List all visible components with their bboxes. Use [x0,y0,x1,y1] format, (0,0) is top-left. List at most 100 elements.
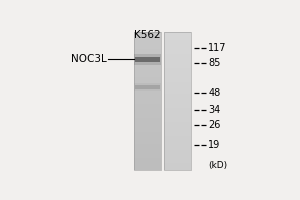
Bar [164,66,191,68]
Bar [134,143,161,144]
Bar [164,98,191,99]
Bar [164,84,191,85]
Bar [134,80,161,82]
Bar [134,111,161,113]
Bar [134,68,161,70]
Bar [134,137,161,139]
Bar [135,85,160,89]
Bar [164,52,191,54]
Bar [164,130,191,132]
Bar [134,110,161,111]
Bar [134,130,161,132]
Bar [164,32,191,33]
Bar [134,120,161,122]
Bar [164,150,191,151]
Text: (kD): (kD) [208,161,227,170]
Bar [134,87,161,89]
Bar [164,72,191,73]
Bar [164,61,191,63]
Bar [134,42,161,44]
Bar [134,156,161,158]
Bar [134,75,161,77]
Bar [134,113,161,115]
Bar [164,108,191,110]
Bar [164,91,191,92]
Bar [164,163,191,165]
Bar [164,32,191,170]
Bar [134,146,161,148]
Bar [164,144,191,146]
Bar [134,49,161,51]
Bar [134,117,161,118]
Bar [164,58,191,59]
Bar [134,96,161,98]
Bar [134,144,161,146]
Bar [164,49,191,51]
Bar [134,106,161,108]
Bar [164,33,191,35]
Bar [134,73,161,75]
Bar [164,89,191,91]
Bar [134,54,161,56]
Bar [134,56,161,58]
Bar [134,155,161,156]
Bar [134,122,161,124]
Bar [164,117,191,118]
Bar [164,77,191,78]
Bar [134,141,161,143]
Bar [134,104,161,106]
Bar [134,32,161,170]
Bar [164,146,191,148]
Bar [134,153,161,155]
Bar [164,104,191,106]
Bar [164,94,191,96]
Bar [164,96,191,98]
Bar [164,42,191,44]
Bar [134,65,161,66]
Bar [164,148,191,150]
Bar [164,92,191,94]
Bar [164,122,191,124]
Bar [134,99,161,101]
Bar [134,151,161,153]
Bar [164,59,191,61]
Bar [134,33,161,35]
Bar [164,70,191,72]
Bar [164,37,191,39]
Bar [164,35,191,37]
Bar [164,82,191,84]
Bar [164,165,191,167]
Bar [164,51,191,52]
Bar [164,63,191,65]
Bar [134,165,161,167]
Bar [164,46,191,47]
Bar [134,54,160,65]
Bar [134,82,161,84]
Bar [164,139,191,141]
Text: NOC3L: NOC3L [71,54,107,64]
Bar [134,160,161,162]
Bar [164,47,191,49]
Bar [164,136,191,137]
Text: 19: 19 [208,140,220,150]
Text: 26: 26 [208,120,221,130]
Text: 85: 85 [208,58,221,68]
Bar [164,39,191,40]
Bar [134,70,161,72]
Bar [164,54,191,56]
Bar [164,56,191,58]
Bar [134,148,161,150]
Text: K562: K562 [134,30,161,40]
Bar [164,110,191,111]
Bar [164,103,191,104]
Bar [134,98,161,99]
Bar [134,66,161,68]
Bar [134,37,161,39]
Bar [134,132,161,134]
Bar [134,92,161,94]
Bar [164,113,191,115]
Bar [164,129,191,130]
Bar [134,162,161,163]
Bar [134,139,161,141]
Bar [134,40,161,42]
